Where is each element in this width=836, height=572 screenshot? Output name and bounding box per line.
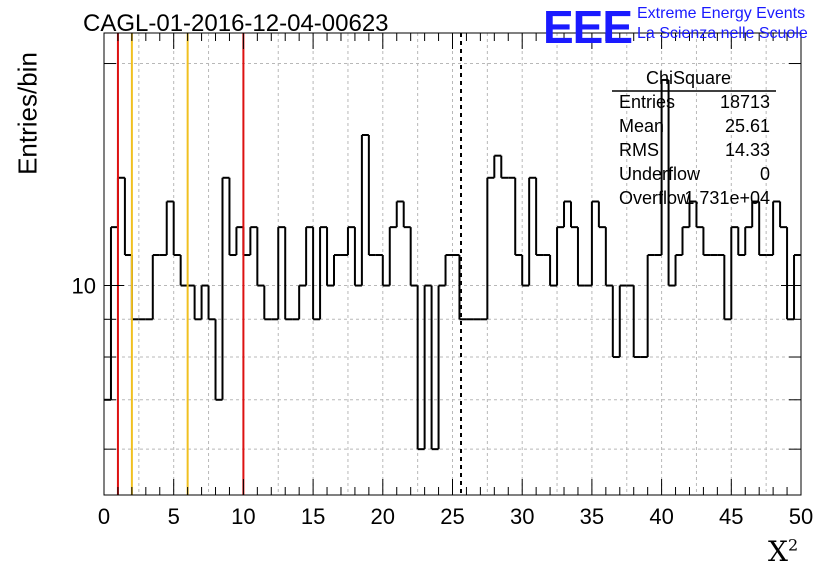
x-tick-label: 25 bbox=[440, 504, 464, 529]
x-axis-label: X2 bbox=[768, 535, 798, 568]
logo-line-2: La Scienza nelle Scuole bbox=[637, 25, 808, 42]
x-tick-label: 10 bbox=[231, 504, 255, 529]
x-tick-label: 40 bbox=[649, 504, 673, 529]
x-tick-label: 45 bbox=[719, 504, 743, 529]
stats-row-label: Mean bbox=[619, 116, 665, 136]
chart-title: CAGL-01-2016-12-04-00623 bbox=[83, 10, 389, 37]
y-tick-label: 10 bbox=[72, 274, 96, 299]
x-tick-label: 5 bbox=[168, 504, 180, 529]
x-axis-label-exponent: 2 bbox=[787, 535, 799, 555]
stats-row-value: 25.61 bbox=[724, 116, 770, 136]
stats-row-value: 1.731e+04 bbox=[684, 188, 770, 208]
x-tick-label: 20 bbox=[371, 504, 395, 529]
stats-row-value: 0 bbox=[759, 164, 770, 184]
stats-row-label: Entries bbox=[619, 92, 676, 112]
y-axis-label: Entries/bin bbox=[12, 52, 43, 175]
stats-row-label: RMS bbox=[619, 140, 659, 160]
x-tick-label: 0 bbox=[98, 504, 110, 529]
marker-lines bbox=[116, 33, 463, 495]
x-tick-label: 30 bbox=[510, 504, 534, 529]
x-tick-label: 50 bbox=[789, 504, 813, 529]
x-axis-label-base: X bbox=[768, 535, 788, 568]
stats-box-title: ChiSquare bbox=[646, 68, 732, 88]
x-tick-label: 35 bbox=[580, 504, 604, 529]
stats-row-value: 14.33 bbox=[724, 140, 770, 160]
axis-ticks bbox=[103, 33, 802, 495]
x-tick-label: 15 bbox=[301, 504, 325, 529]
stats-row-label: Underflow bbox=[619, 164, 701, 184]
stats-row-label: Overflow bbox=[619, 188, 691, 208]
stats-row-value: 18713 bbox=[719, 92, 770, 112]
eee-logo: EEE bbox=[543, 1, 633, 53]
grid bbox=[104, 33, 801, 495]
logo-line-1: Extreme Energy Events bbox=[637, 5, 806, 22]
histogram-series bbox=[104, 78, 801, 451]
axis-tick-labels: 0 5 10 15 20 25 30 35 40 45 50 10 bbox=[72, 274, 814, 529]
